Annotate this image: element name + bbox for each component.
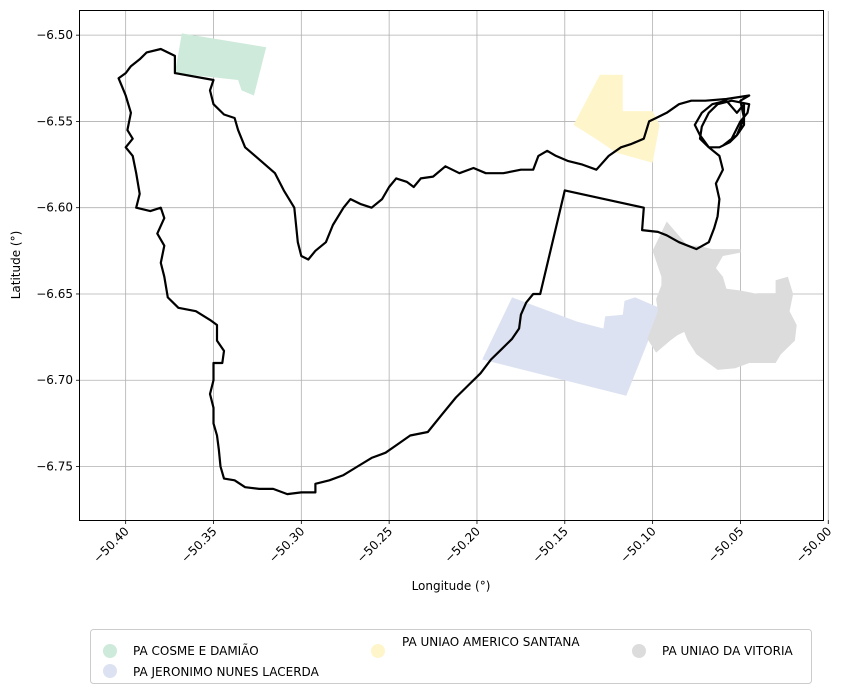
y-tick-label: −6.70 [36, 373, 73, 387]
legend-label-cosme: PA COSME E DAMIÃO [133, 643, 259, 658]
settlement-areas [175, 33, 797, 395]
y-tick-label: −6.60 [36, 201, 73, 215]
x-tick-label: −50.00 [793, 524, 834, 565]
settlement-uniao-da-vitoria [647, 222, 796, 370]
x-tick-label: −50.10 [617, 524, 658, 565]
legend: PA COSME E DAMIÃO PA JERONIMO NUNES LACE… [91, 630, 812, 684]
y-axis-ticks: −6.50 −6.55 −6.60 −6.65 −6.70 −6.75 [36, 28, 80, 473]
legend-label-vitoria: PA UNIAO DA VITORIA [662, 644, 794, 658]
x-axis-ticks: −50.40 −50.35 −50.30 −50.25 −50.20 −50.15 −50.… [90, 520, 834, 566]
legend-label-jeronimo: PA JERONIMO NUNES LACERDA [133, 665, 320, 679]
legend-marker-cosme [103, 644, 117, 658]
x-tick-label: −50.30 [266, 524, 307, 565]
x-tick-label: −50.35 [178, 524, 219, 565]
x-tick-label: −50.05 [705, 524, 746, 565]
legend-marker-jeronimo [103, 664, 117, 678]
x-tick-label: −50.20 [442, 524, 483, 565]
y-tick-label: −6.55 [36, 114, 73, 128]
legend-label-americo: PA UNIAO AMERICO SANTANA [402, 635, 580, 649]
x-tick-label: −50.40 [90, 524, 131, 565]
settlement-cosme-e-damiao [175, 33, 266, 95]
y-tick-label: −6.75 [36, 460, 73, 474]
legend-marker-vitoria [632, 644, 646, 658]
settlement-jeronimo-nunes-lacerda [482, 297, 663, 395]
y-axis-title: Latitude (°) [9, 231, 23, 300]
x-axis-title: Longitude (°) [412, 579, 491, 593]
y-tick-label: −6.50 [36, 28, 73, 42]
x-tick-label: −50.25 [354, 524, 395, 565]
x-tick-label: −50.15 [530, 524, 571, 565]
y-tick-label: −6.65 [36, 287, 73, 301]
legend-marker-americo [371, 644, 385, 658]
